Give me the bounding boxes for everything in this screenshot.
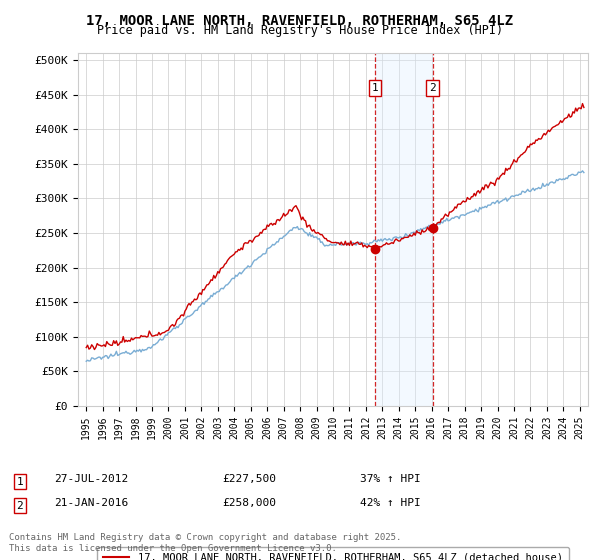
Text: 37% ↑ HPI: 37% ↑ HPI: [360, 474, 421, 484]
Text: £258,000: £258,000: [222, 498, 276, 508]
Text: 2: 2: [429, 83, 436, 93]
Text: 17, MOOR LANE NORTH, RAVENFIELD, ROTHERHAM, S65 4LZ: 17, MOOR LANE NORTH, RAVENFIELD, ROTHERH…: [86, 14, 514, 28]
Text: 2: 2: [16, 501, 23, 511]
Text: Price paid vs. HM Land Registry's House Price Index (HPI): Price paid vs. HM Land Registry's House …: [97, 24, 503, 37]
Text: Contains HM Land Registry data © Crown copyright and database right 2025.
This d: Contains HM Land Registry data © Crown c…: [9, 533, 401, 553]
Legend: 17, MOOR LANE NORTH, RAVENFIELD, ROTHERHAM, S65 4LZ (detached house), HPI: Avera: 17, MOOR LANE NORTH, RAVENFIELD, ROTHERH…: [97, 547, 569, 560]
Text: 21-JAN-2016: 21-JAN-2016: [54, 498, 128, 508]
Bar: [375, 53, 433, 406]
Text: £227,500: £227,500: [222, 474, 276, 484]
Text: 1: 1: [372, 83, 379, 93]
Text: 42% ↑ HPI: 42% ↑ HPI: [360, 498, 421, 508]
Text: 27-JUL-2012: 27-JUL-2012: [54, 474, 128, 484]
Text: 1: 1: [16, 477, 23, 487]
